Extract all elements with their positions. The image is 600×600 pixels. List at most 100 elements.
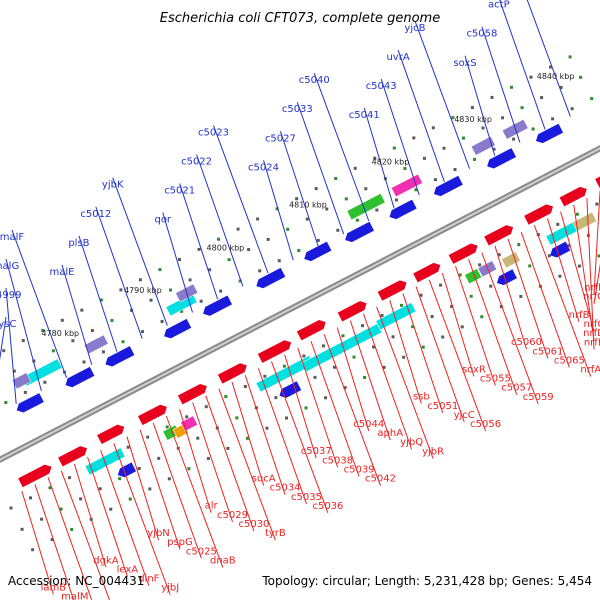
gene-label-c5035: c5035 — [291, 492, 322, 503]
guide-dot — [343, 386, 347, 390]
leader-line — [494, 245, 527, 350]
leader-line — [11, 229, 68, 378]
leader-line — [126, 436, 160, 541]
guide-dot — [489, 284, 493, 288]
accession-text: Accession: NC_004431 — [8, 574, 144, 588]
guide-dot — [235, 416, 239, 420]
rev-gene-feature — [550, 241, 571, 258]
reverse-arrow — [279, 381, 302, 398]
gene-label-yjbK: yjbK — [102, 180, 124, 191]
guide-dot — [391, 335, 395, 339]
gene-box — [346, 193, 386, 221]
leader-line — [336, 327, 370, 432]
leader-line — [415, 286, 465, 423]
gene-label-yjcC: yjcC — [454, 410, 475, 421]
leader-line — [205, 395, 255, 532]
leader-line — [165, 415, 224, 568]
forward-arrow — [484, 225, 514, 246]
guide-dot — [480, 315, 484, 319]
rev-gene-feature — [117, 462, 137, 478]
gene-label-yjbJ: yjbJ — [161, 583, 179, 594]
map-title: Escherichia coli CFT073, complete genome — [160, 11, 440, 26]
gene-label-c5056: c5056 — [470, 419, 501, 430]
gene-label-nrfG: nrfG — [583, 292, 600, 303]
guide-dot — [590, 97, 594, 101]
gene-label-qor: qor — [154, 215, 171, 226]
guide-dot — [332, 365, 336, 369]
guide-dot — [43, 380, 47, 384]
leader-line — [323, 334, 381, 486]
leader-line — [468, 259, 518, 395]
box-khaki-gene-feature — [501, 251, 521, 269]
leader-line — [297, 347, 339, 468]
guide-dot — [2, 349, 6, 353]
guide-dot — [199, 299, 203, 303]
gene-label-c5058: c5058 — [466, 29, 497, 40]
gene-label-nrfB: nrfB — [569, 310, 590, 321]
gene-box — [390, 173, 423, 198]
guide-dot — [597, 254, 600, 258]
guide-dot — [82, 360, 86, 364]
gene-label-c5055: c5055 — [480, 374, 511, 385]
leader-line — [231, 381, 265, 486]
gene-label-nrfC: nrfC — [584, 319, 600, 330]
guide-dot — [559, 85, 563, 89]
gene-label-lexA: lexA — [117, 564, 139, 575]
rev-gene-feature — [304, 241, 332, 262]
guide-dot — [129, 308, 133, 312]
leader-line — [464, 55, 496, 156]
fwd-gene-feature — [217, 363, 247, 384]
forward-arrow — [559, 186, 587, 207]
guide-dot — [478, 263, 482, 267]
gene-label-c5040: c5040 — [299, 75, 330, 86]
leader-line — [376, 306, 434, 459]
gene-label-c5065: c5065 — [554, 355, 585, 366]
leader-line — [389, 300, 422, 404]
gene-label-dinF: dinF — [138, 574, 159, 585]
guide-dot — [9, 506, 13, 510]
gene-label-c5034: c5034 — [270, 483, 301, 494]
leader-line — [428, 279, 487, 432]
guide-dot — [204, 405, 208, 409]
box-lav-gene-feature — [470, 136, 496, 156]
genome-backbone — [0, 144, 600, 464]
guide-dot — [411, 325, 415, 329]
gene-label-sucA: sucA — [252, 473, 276, 484]
guide-dot — [450, 304, 454, 308]
fwd-gene-feature — [18, 464, 52, 488]
reverse-arrow — [256, 267, 286, 289]
rev-gene-feature — [535, 123, 564, 144]
guide-dot — [355, 218, 359, 222]
forward-arrow — [217, 363, 247, 384]
guide-dot — [137, 467, 141, 471]
topology-text: Topology: circular; Length: 5,231,428 bp… — [261, 574, 592, 588]
fwd-gene-feature — [595, 167, 600, 188]
box-green-gene-feature — [464, 268, 482, 285]
gene-label-c5025: c5025 — [186, 546, 217, 557]
forward-arrow — [377, 280, 407, 301]
guide-dot — [363, 376, 367, 380]
guide-dot — [68, 476, 72, 480]
guide-dot — [461, 136, 465, 140]
guide-dot — [60, 318, 64, 322]
fwd-gene-feature — [337, 301, 367, 322]
guide-dot — [126, 445, 130, 449]
forward-arrow — [296, 320, 326, 341]
guide-dot — [148, 487, 152, 491]
guide-dot — [227, 258, 231, 262]
leader-line — [218, 388, 276, 541]
forward-arrow — [595, 167, 600, 188]
guide-dot — [185, 415, 189, 419]
backbone-highlight — [0, 147, 600, 461]
reverse-arrow — [203, 295, 233, 316]
leader-line — [60, 470, 111, 600]
gene-label-c5043: c5043 — [366, 81, 397, 92]
gene-label-lysC: lysC — [0, 319, 16, 330]
guide-dot — [277, 259, 281, 263]
leader-line — [5, 258, 42, 391]
guide-dot — [4, 401, 8, 405]
guide-dot — [451, 116, 455, 120]
guide-dot — [458, 273, 462, 277]
fwd-gene-feature — [448, 243, 478, 264]
